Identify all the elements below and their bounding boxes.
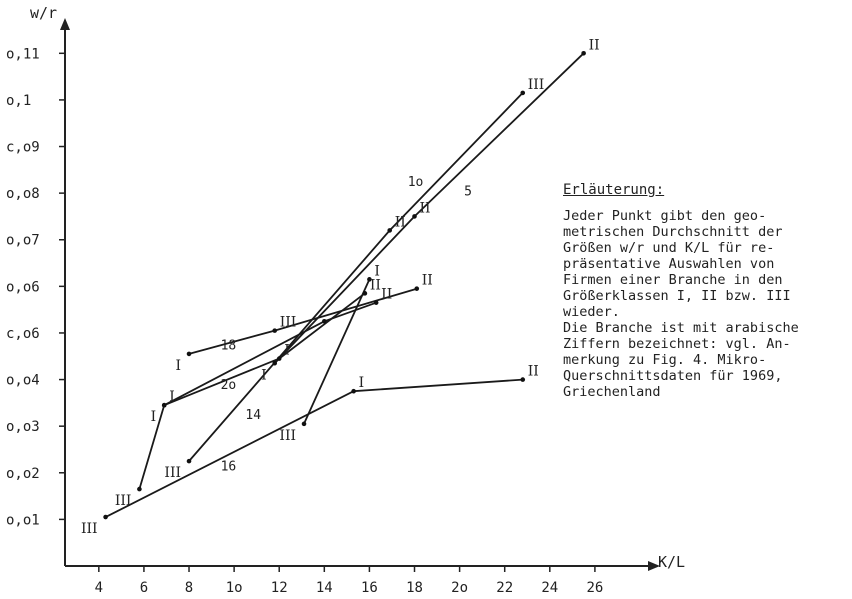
point-size-class-label: III: [279, 428, 296, 444]
point-size-class-label: III: [528, 77, 545, 93]
x-axis-title: K/L: [658, 553, 685, 571]
legend-line: Größen w/r und K/L für re-: [563, 240, 775, 256]
x-tick-label: 14: [316, 580, 333, 596]
branch-number-label: 14: [245, 408, 261, 423]
x-tick-label: 1o: [226, 580, 243, 596]
data-point: [412, 214, 417, 219]
branch-number-label: 16: [221, 459, 237, 474]
point-size-class-label: III: [280, 315, 297, 331]
point-size-class-label: II: [422, 273, 433, 289]
legend-line: Jeder Punkt gibt den geo-: [563, 208, 767, 224]
data-point: [161, 402, 167, 408]
point-size-class-label: II: [381, 287, 392, 303]
legend-box: Erläuterung: Jeder Punkt gibt den geo-me…: [563, 182, 848, 400]
y-tick-label: c,o6: [6, 326, 40, 342]
data-point: [520, 377, 526, 382]
legend-line: präsentative Auswahlen von: [563, 256, 775, 272]
series-line: [163, 301, 377, 406]
data-point: [276, 356, 282, 361]
y-axis-arrow: [60, 18, 70, 30]
data-point: [272, 328, 278, 333]
legend-line: merkung zu Fig. 4. Mikro-: [563, 352, 767, 368]
legend-line: Größerklassen I, II bzw. III: [563, 288, 791, 304]
legend-title: Erläuterung:: [563, 182, 665, 198]
axes: w/r K/L: [30, 4, 685, 571]
point-size-class-label: I: [374, 263, 380, 279]
legend-line: metrischen Durchschnitt der: [563, 224, 783, 240]
y-axis-title: w/r: [30, 4, 57, 22]
y-tick-label: o,1: [6, 93, 31, 109]
point-size-class-label: I: [175, 358, 181, 374]
data-point: [351, 388, 356, 394]
data-point: [373, 300, 379, 305]
branch-number-label: 2o: [221, 378, 237, 393]
x-tick-label: 6: [140, 580, 148, 596]
data-point: [581, 51, 586, 56]
branch-labels: 5 1o 14 16 18 2o: [221, 175, 472, 474]
data-point: [322, 319, 327, 324]
point-size-class-label: II: [370, 277, 381, 293]
x-axis-arrow: [648, 561, 660, 571]
branch-number-label: 5: [464, 184, 472, 199]
data-point: [362, 291, 368, 296]
branch-number-label: 18: [221, 338, 237, 353]
x-tick-label: 16: [361, 580, 378, 596]
y-tick-label: o,o1: [6, 512, 40, 528]
data-point: [272, 360, 278, 366]
data-point: [186, 458, 192, 464]
point-size-class-label: I: [359, 375, 365, 391]
legend-text: Jeder Punkt gibt den geo-metrischen Durc…: [563, 208, 848, 400]
series-line: [138, 292, 366, 490]
y-tick-label: c,o9: [6, 140, 40, 156]
point-size-class-label: II: [420, 200, 431, 216]
data-point: [387, 228, 393, 233]
point-size-class-label: III: [164, 465, 181, 481]
point-size-class-label: III: [81, 521, 98, 537]
legend-line: Die Branche ist mit arabische: [563, 320, 799, 336]
ticks: 4 6 8 1o 12 14 16 18 2o 22 24 26 o,o1 o,o2 o,o3 o,o4 c,o…: [6, 46, 603, 596]
legend-line: Ziffern bezeichnet: vgl. An-: [563, 336, 791, 352]
x-tick-label: 4: [95, 580, 103, 596]
branch-number-label: 1o: [408, 175, 424, 190]
point-size-class-label: I: [169, 389, 175, 405]
legend-line: Griechenland: [563, 384, 661, 400]
y-tick-label: o,o3: [6, 419, 40, 435]
legend-line: Querschnittsdaten für 1969,: [563, 368, 783, 384]
point-size-class-label: I: [284, 343, 290, 359]
point-size-class-label: II: [528, 364, 539, 380]
legend-line: wieder.: [563, 304, 620, 320]
x-tick-label: 12: [271, 580, 288, 596]
y-tick-label: o,o8: [6, 186, 40, 202]
y-tick-label: o,o4: [6, 373, 40, 389]
point-size-class-label: II: [589, 37, 600, 53]
data-point: [186, 351, 192, 357]
data-point: [103, 514, 108, 520]
legend-line: Firmen einer Branche in den: [563, 272, 783, 288]
y-tick-label: o,o2: [6, 466, 40, 482]
point-size-class-label: II: [395, 214, 406, 230]
series-line: [303, 279, 371, 425]
y-tick-label: o,11: [6, 46, 40, 62]
point-size-class-label: I: [261, 367, 267, 383]
data-point: [414, 286, 420, 291]
point-size-class-label: III: [115, 493, 132, 509]
y-tick-label: o,o7: [6, 233, 40, 249]
data-point: [367, 277, 372, 282]
series-lines: [105, 52, 585, 518]
x-tick-label: 18: [406, 580, 423, 596]
series-points: [103, 51, 586, 520]
x-tick-label: 8: [185, 580, 193, 596]
data-point: [520, 90, 526, 96]
x-tick-label: 26: [586, 580, 603, 596]
x-tick-label: 2o: [451, 580, 468, 596]
x-tick-label: 24: [541, 580, 558, 596]
x-tick-label: 22: [496, 580, 513, 596]
data-point: [301, 421, 307, 427]
data-point: [137, 486, 142, 492]
y-tick-label: o,o6: [6, 279, 40, 295]
point-size-class-label: I: [151, 409, 157, 425]
